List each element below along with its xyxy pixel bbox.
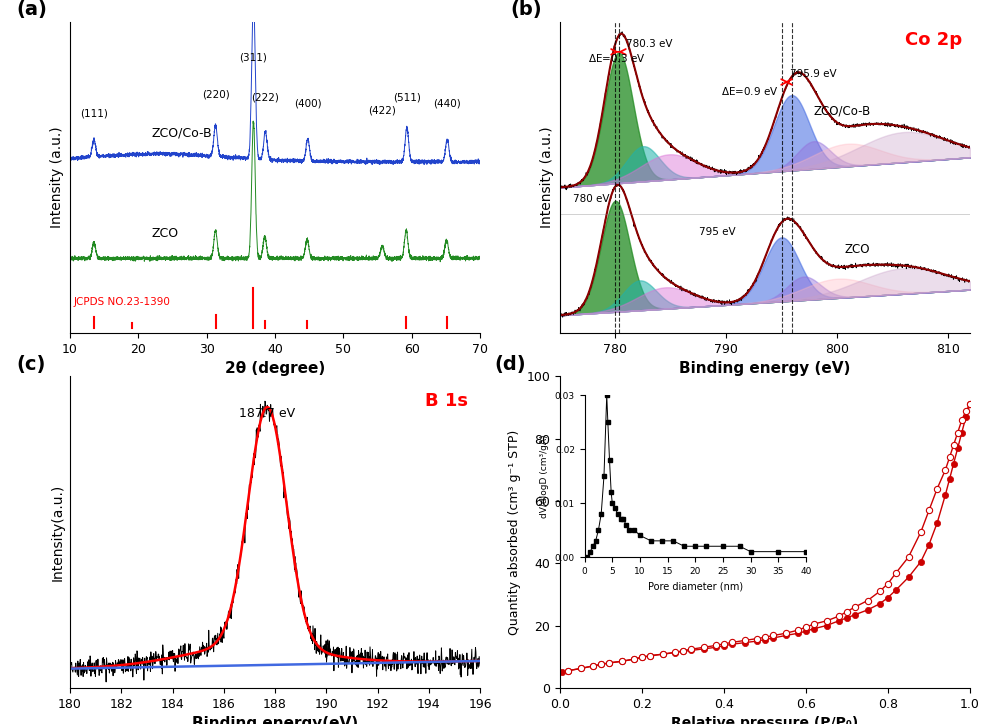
Text: 795 eV: 795 eV: [699, 227, 735, 237]
Y-axis label: Intensity(a.u.): Intensity(a.u.): [50, 484, 64, 581]
Text: (220): (220): [202, 90, 229, 99]
Text: 780 eV: 780 eV: [573, 195, 610, 204]
X-axis label: Binding energy (eV): Binding energy (eV): [679, 361, 851, 376]
X-axis label: Binding energy(eV): Binding energy(eV): [192, 716, 358, 724]
Text: (511): (511): [393, 93, 421, 103]
Text: Co 2p: Co 2p: [905, 31, 962, 49]
Text: (222): (222): [251, 93, 279, 103]
Y-axis label: Intensity (a.u.): Intensity (a.u.): [50, 127, 64, 228]
X-axis label: 2θ (degree): 2θ (degree): [225, 361, 325, 376]
Text: (311): (311): [240, 52, 267, 62]
Text: ZCO: ZCO: [845, 243, 870, 256]
Text: JCPDS NO.23-1390: JCPDS NO.23-1390: [73, 297, 170, 307]
Y-axis label: Quantity absorbed (cm³ g⁻¹ STP): Quantity absorbed (cm³ g⁻¹ STP): [508, 429, 521, 635]
Y-axis label: Intensity (a.u.): Intensity (a.u.): [540, 127, 554, 228]
Text: (d): (d): [494, 355, 526, 374]
Text: (422): (422): [368, 105, 396, 115]
Text: (400): (400): [294, 99, 322, 109]
Text: ZCO/Co-B: ZCO/Co-B: [813, 104, 870, 117]
Text: (a): (a): [17, 1, 48, 20]
Text: ZCO/Co-B: ZCO/Co-B: [152, 127, 213, 140]
Text: 795.9 eV: 795.9 eV: [790, 69, 837, 79]
Text: $\Delta$E=0.3 eV: $\Delta$E=0.3 eV: [588, 52, 645, 64]
Text: (c): (c): [17, 355, 46, 374]
Text: $\Delta$E=0.9 eV: $\Delta$E=0.9 eV: [721, 85, 778, 96]
Text: (111): (111): [80, 108, 108, 118]
Text: 780.3 eV: 780.3 eV: [626, 39, 673, 49]
X-axis label: Relative pressure (P/P₀): Relative pressure (P/P₀): [671, 716, 859, 724]
Text: (b): (b): [511, 1, 542, 20]
Text: (440): (440): [433, 99, 461, 109]
Text: B 1s: B 1s: [425, 392, 468, 410]
Text: ZCO: ZCO: [152, 227, 179, 240]
Text: 187.7 eV: 187.7 eV: [239, 407, 295, 420]
